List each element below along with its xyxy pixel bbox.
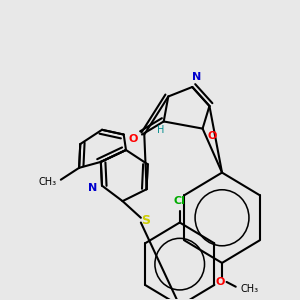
Text: CH₃: CH₃ (240, 284, 259, 294)
Text: N: N (88, 183, 98, 193)
Text: Cl: Cl (174, 196, 186, 206)
Text: CH₃: CH₃ (38, 177, 56, 187)
Text: H: H (157, 125, 164, 135)
Text: S: S (141, 214, 150, 226)
Text: N: N (192, 73, 202, 82)
Text: O: O (128, 134, 137, 144)
Text: O: O (215, 277, 224, 287)
Text: O: O (207, 131, 216, 141)
